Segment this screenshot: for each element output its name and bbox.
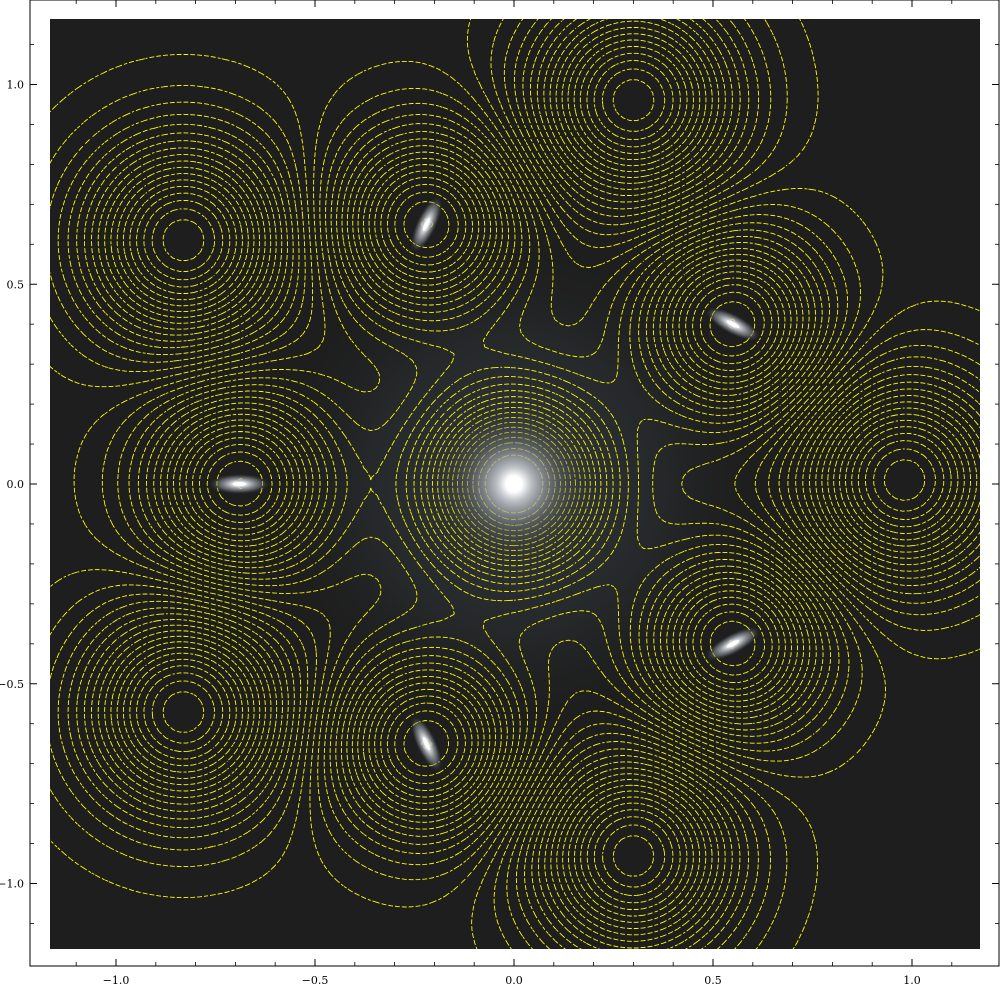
y-tick-label: 0.0 [7,478,25,491]
y-tick-label: 1.0 [7,79,25,92]
x-tick-label: −0.5 [302,974,329,987]
contour-line [83,19,980,949]
contour-line [151,68,936,888]
contour-line [116,33,971,923]
contour-line [101,87,863,881]
contour-line [166,151,805,817]
contour-line [162,79,926,877]
contour-line [172,157,799,811]
bright-spot-core [726,640,740,648]
contour-line [137,123,832,845]
contour-lines [50,19,980,949]
contour-line [143,60,945,896]
bright-center-core [506,476,522,492]
contour-line [76,19,980,949]
x-tick-label: 1.0 [903,974,921,987]
contour-line [145,131,824,837]
contour-line [128,114,840,854]
bright-spot-core [422,737,430,751]
x-tick-label: 0.5 [704,974,722,987]
contour-line [198,183,773,785]
contour-line [50,19,980,949]
contour-line [50,19,980,949]
contour-line [50,19,980,949]
contour-line [91,19,980,949]
y-tick-label: −1.0 [0,878,24,891]
x-tick-label: 0.0 [505,974,523,987]
contour-line [160,145,811,823]
contour-line [57,19,980,949]
contour-line [117,102,850,866]
bright-centers [209,196,760,772]
bright-spot-core [726,320,740,328]
y-tick-label: −0.5 [0,678,24,691]
contour-line [129,46,959,910]
contour-line [73,60,886,908]
y-tick-label: 0.5 [7,278,25,291]
contour-line [153,138,817,830]
x-tick-label: −1.0 [103,974,130,987]
contour-line [97,19,980,942]
bright-spot-core [422,217,430,231]
bright-spot-core [232,482,247,486]
contour-line [104,20,980,936]
contour-line [136,52,952,904]
plot-area [50,19,980,949]
contour-line [122,39,965,917]
contour-line [110,27,978,929]
